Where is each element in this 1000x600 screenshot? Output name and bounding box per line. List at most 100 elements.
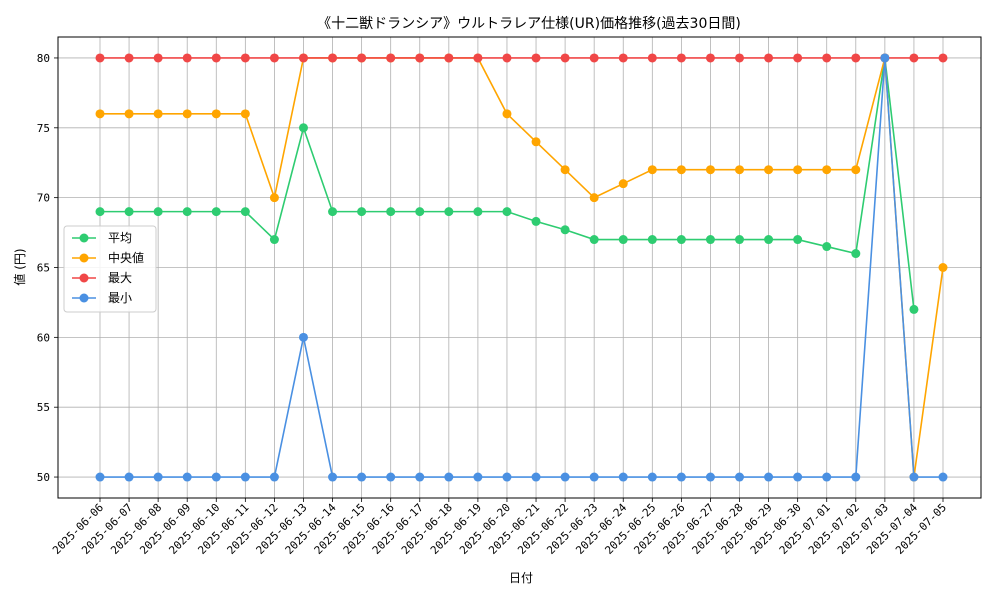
data-point [705,53,715,63]
data-point [705,235,715,245]
legend-item: 中央値 [72,250,144,265]
data-point [328,207,338,217]
y-tick-label: 55 [37,401,50,414]
data-point [764,235,774,245]
data-point [705,472,715,482]
data-point [589,472,599,482]
series-line [100,57,943,478]
data-point [211,53,221,63]
data-point [386,53,396,63]
legend-label: 中央値 [108,250,144,265]
data-point [415,53,425,63]
legend-item: 最大 [72,271,132,285]
data-point [676,472,686,482]
data-point [473,472,483,482]
data-point [764,165,774,175]
data-point [153,207,163,217]
data-point [589,193,599,203]
data-point [444,53,454,63]
legend-swatch-marker [79,273,89,283]
data-point [618,472,628,482]
y-tick-label: 75 [37,122,50,135]
data-point [705,165,715,175]
data-point [938,472,948,482]
data-point [240,53,250,63]
data-point [822,472,832,482]
data-point [182,109,192,119]
data-point [153,109,163,119]
data-point [793,53,803,63]
data-point [647,53,657,63]
data-point [153,53,163,63]
data-point [211,109,221,119]
legend-label: 平均 [108,231,132,245]
y-tick-label: 50 [37,471,50,484]
legend-box [63,225,157,313]
legend-item: 最小 [72,291,132,305]
data-point [269,193,279,203]
data-point [95,472,105,482]
data-point [240,207,250,217]
grid [58,37,981,498]
data-point [124,472,134,482]
series-3 [95,53,948,482]
data-point [851,53,861,63]
data-point [240,472,250,482]
data-point [502,472,512,482]
data-point [822,53,832,63]
data-point [793,165,803,175]
data-point [764,472,774,482]
data-point [240,109,250,119]
data-point [357,207,367,217]
y-tick-label: 65 [37,262,50,275]
data-point [851,472,861,482]
data-point [647,235,657,245]
data-point [909,53,919,63]
data-point [618,179,628,189]
legend-item: 平均 [72,231,132,245]
data-point [386,207,396,217]
series-line [100,57,944,478]
data-point [153,472,163,482]
data-point [909,472,919,482]
data-point [473,207,483,217]
data-point [269,472,279,482]
y-axis-label: 値 (円) [12,248,27,285]
data-point [560,472,570,482]
data-point [473,53,483,63]
data-point [502,109,512,119]
data-point [589,53,599,63]
data-point [211,207,221,217]
data-point [618,235,628,245]
legend-swatch-marker [79,233,89,243]
data-point [560,53,570,63]
x-axis-label: 日付 [509,571,533,585]
data-point [444,472,454,482]
data-point [95,207,105,217]
data-point [124,109,134,119]
data-point [938,53,948,63]
data-point [676,165,686,175]
data-point [793,472,803,482]
data-point [95,53,105,63]
data-point [851,165,861,175]
data-point [735,165,745,175]
data-point [735,235,745,245]
series-group [95,53,948,482]
legend-swatch-marker [79,253,89,263]
data-point [909,304,919,314]
chart-title: 《十二獣ドランシア》ウルトラレア仕様(UR)価格推移(過去30日間) [317,16,741,32]
data-point [764,53,774,63]
data-point [531,53,541,63]
data-point [182,53,192,63]
y-tick-label: 70 [37,192,50,205]
data-point [676,235,686,245]
y-tick-label: 80 [37,52,50,65]
data-point [851,249,861,259]
data-point [502,53,512,63]
data-point [415,472,425,482]
data-point [560,165,570,175]
data-point [386,472,396,482]
